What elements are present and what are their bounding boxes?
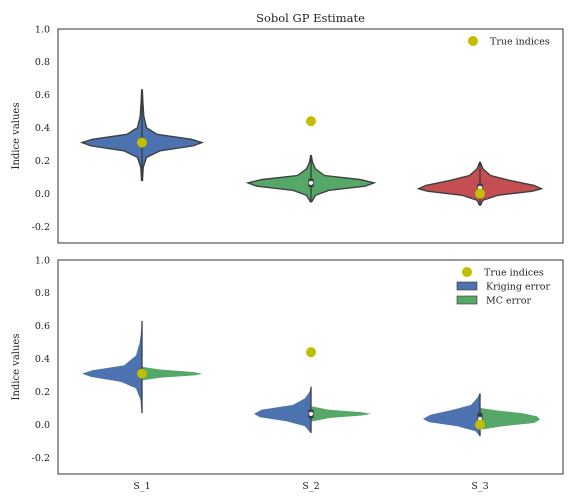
legend-marker-true-indices — [468, 36, 478, 46]
violin-half-right-S_1 — [142, 367, 202, 381]
y-axis-label: Indice values — [11, 334, 22, 401]
y-tick-label: 1.0 — [35, 255, 50, 266]
violin-half-left-S_2 — [254, 386, 311, 433]
y-tick-label: 1.0 — [35, 24, 50, 35]
y-tick-label: 0.6 — [35, 90, 50, 101]
true-index-point-S_3 — [475, 419, 485, 430]
violin-median-dot-S_2 — [308, 180, 314, 186]
y-tick-label: 0.0 — [35, 420, 50, 431]
violin-half-right-S_3 — [480, 408, 540, 430]
top-violin-panel: Sobol GP Estimate -0.2 0.0 0.2 0.4 0.6 0.8 1.0 I… — [11, 11, 564, 244]
x-tick-label: S_3 — [471, 481, 488, 492]
y-tick-label: 0.8 — [35, 57, 50, 68]
y-tick-label: 0.2 — [35, 387, 50, 398]
violin-median-dot-S_2 — [308, 411, 314, 417]
y-tick-label: 0.0 — [35, 189, 50, 200]
y-tick-label: 0.4 — [35, 354, 50, 365]
y-tick-label: 0.4 — [35, 123, 50, 134]
violin-half-left-S_1 — [82, 320, 142, 414]
true-index-point-S_2 — [306, 347, 316, 358]
legend-label: True indices — [484, 268, 544, 279]
legend-patch — [456, 281, 478, 291]
plot-frame — [57, 28, 564, 244]
legend-label: True indices — [490, 37, 550, 48]
x-tick-label: S_1 — [133, 481, 150, 492]
plot-frame — [57, 259, 564, 475]
violin-half-left-S_3 — [423, 393, 480, 437]
y-tick-label: 0.2 — [35, 156, 50, 167]
true-index-point-S_2 — [306, 116, 316, 127]
legend-patch — [456, 295, 478, 305]
y-tick-label: 0.8 — [35, 288, 50, 299]
legend-label: Kriging error — [486, 282, 550, 293]
violin-half-right-S_2 — [311, 406, 371, 422]
y-tick-label: -0.2 — [32, 222, 50, 233]
legend-label: MC error — [486, 296, 531, 307]
y-tick-label: -0.2 — [32, 453, 50, 464]
true-index-point-S_1 — [137, 137, 147, 148]
bottom-split-violin-panel: -0.2 0.0 0.2 0.4 0.6 0.8 1.0 Indice values S_1 S_… — [11, 255, 564, 492]
true-index-point-S_3 — [475, 188, 485, 199]
chart-title: Sobol GP Estimate — [256, 11, 365, 25]
x-tick-label: S_2 — [302, 481, 319, 492]
legend-marker-true-indices — [462, 267, 472, 277]
true-index-point-S_1 — [137, 368, 147, 379]
y-axis-label: Indice values — [11, 103, 22, 170]
y-tick-label: 0.6 — [35, 321, 50, 332]
